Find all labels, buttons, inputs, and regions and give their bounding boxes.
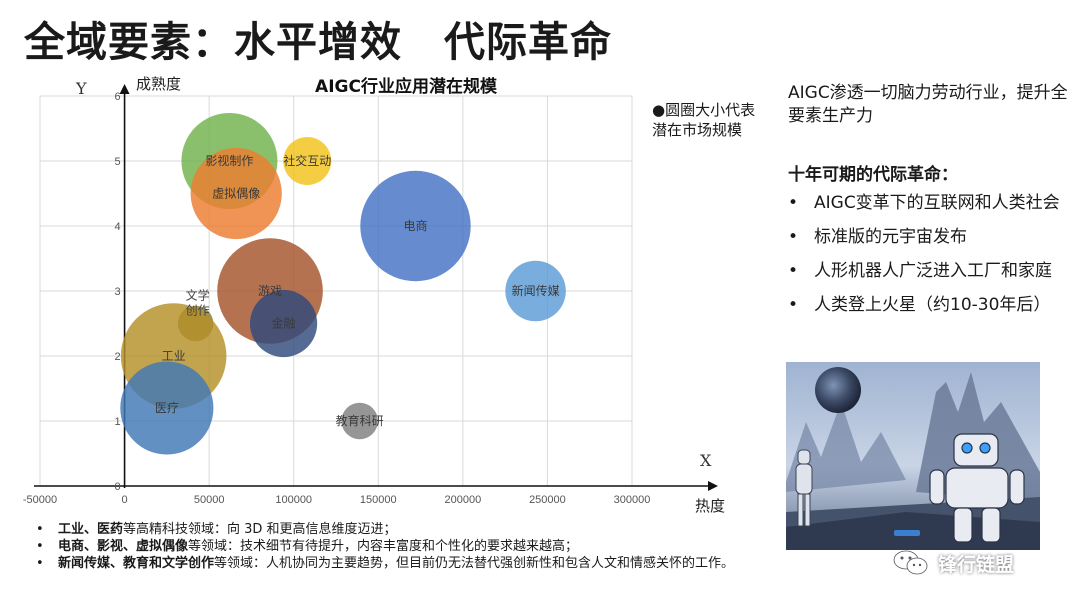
x-tick-label: -50000 (23, 494, 57, 506)
bullet: • (36, 539, 44, 554)
list-item-bold: 新闻传媒、教育和文学创作 (58, 556, 215, 571)
x-tick-label: 200000 (444, 494, 481, 506)
x-tick-label: 300000 (614, 494, 651, 506)
list-item-text: 等领域：人机协同为主要趋势，但目前仍无法替代强创新性和包含人文和情感关怀的工作。 (214, 556, 735, 571)
y-tick-label: 6 (114, 91, 120, 103)
bubble (341, 402, 378, 440)
x-axis-title: 热度 (695, 497, 725, 515)
revolution-list: • AIGC变革下的互联网和人类社会 • 标准版的元宇宙发布 • 人形机器人广泛进入工… (788, 192, 1078, 328)
x-tick-label: 0 (122, 494, 128, 506)
bubble-label: 工业 (162, 349, 186, 363)
bullet: • (788, 193, 799, 213)
list-item-text: 标准版的元宇宙发布 (814, 227, 967, 247)
y-tick-label: 5 (114, 156, 120, 168)
list-item: • 电商、影视、虚拟偶像等领域：技术细节有待提升，内容丰富度和个性化的要求越来越高… (36, 538, 746, 555)
right-intro: AIGC渗透一切脑力劳动行业，提升全要素生产力 (788, 83, 1068, 126)
bullet: • (36, 522, 44, 537)
list-item-text: 等领域：技术细节有待提升，内容丰富度和个性化的要求越来越高； (188, 539, 579, 554)
x-tick-label: 150000 (360, 494, 397, 506)
bullet: • (788, 227, 799, 247)
bubble-label: 医疗 (155, 401, 179, 415)
right-heading: 十年可期的代际革命： (788, 165, 958, 185)
bubble (249, 289, 318, 358)
wechat-icon (892, 548, 932, 582)
robot-illustration (786, 362, 1040, 550)
bubble-label: 新闻传媒 (512, 283, 560, 298)
bullet: • (788, 295, 799, 315)
y-axis-arrow (119, 84, 130, 94)
bullet: • (36, 556, 44, 571)
bubble-label: 社交互动 (283, 153, 331, 168)
list-item-text: AIGC变革下的互联网和人类社会 (814, 193, 1060, 213)
y-axis-letter: Y (75, 79, 87, 98)
y-tick-label: 2 (114, 351, 120, 363)
watermark-text: 锋行链盟 (938, 554, 1015, 576)
bubble-label: 创作 (186, 304, 210, 318)
x-tick-label: 100000 (275, 494, 312, 506)
y-axis-title: 成熟度 (136, 75, 181, 93)
x-axis-letter: X (700, 451, 712, 470)
x-axis-arrow (708, 481, 718, 491)
list-item-text: 人形机器人广泛进入工厂和家庭 (814, 261, 1052, 281)
list-item: • 标准版的元宇宙发布 (788, 226, 1078, 248)
chart-svg: -50000 0 50000 100000 150000 200000 250000 3000… (23, 75, 725, 515)
y-tick-label: 1 (114, 416, 120, 428)
list-item-text: 人类登上火星（约10-30年后） (814, 295, 1051, 315)
bubble (120, 361, 214, 455)
list-item-bold: 电商、影视、虚拟偶像 (58, 539, 189, 554)
list-item: • AIGC变革下的互联网和人类社会 (788, 192, 1078, 214)
bubble (505, 260, 566, 322)
page-title: 全域要素：水平增效 代际革命 (24, 18, 612, 66)
y-tick-label: 4 (114, 221, 120, 233)
y-tick-label: 3 (114, 286, 120, 298)
bottom-notes: • 工业、医药等高精科技领域：向 3D 和更高信息维度迈进； • 电商、影视、虚拟偶… (36, 521, 746, 572)
bubble-size-note: ●圆圈大小代表潜在市场规模 (652, 101, 756, 139)
bubble-label: 影视制作 (205, 153, 253, 168)
chart-title: AIGC行业应用潜在规模 (315, 76, 498, 97)
bubble-label: 教育科研 (336, 413, 384, 428)
bullet: • (788, 261, 799, 281)
bubble-label: 虚拟偶像 (212, 187, 260, 201)
list-item-bold: 工业、医药 (58, 522, 124, 537)
bubble-label: 游戏 (258, 284, 282, 298)
bubble (190, 147, 282, 240)
bubble-label: 文学 (186, 288, 210, 303)
bubble (283, 137, 332, 185)
list-item-text: 等高精科技领域：向 3D 和更高信息维度迈进； (123, 522, 397, 537)
list-item: • 工业、医药等高精科技领域：向 3D 和更高信息维度迈进； (36, 521, 746, 538)
bubble (360, 170, 471, 282)
x-tick-label: 250000 (529, 494, 566, 506)
bubble-label: 电商 (403, 218, 427, 233)
bubble-label: 金融 (272, 316, 296, 331)
list-item: • 人形机器人广泛进入工厂和家庭 (788, 260, 1078, 282)
list-item: • 新闻传媒、教育和文学创作等领域：人机协同为主要趋势，但目前仍无法替代强创新性和… (36, 555, 746, 572)
list-item: • 人类登上火星（约10-30年后） (788, 294, 1078, 316)
x-tick-label: 50000 (194, 494, 225, 506)
bubble-chart: -50000 0 50000 100000 150000 200000 250000 3000… (0, 70, 760, 520)
y-tick-label: 0 (114, 481, 120, 493)
